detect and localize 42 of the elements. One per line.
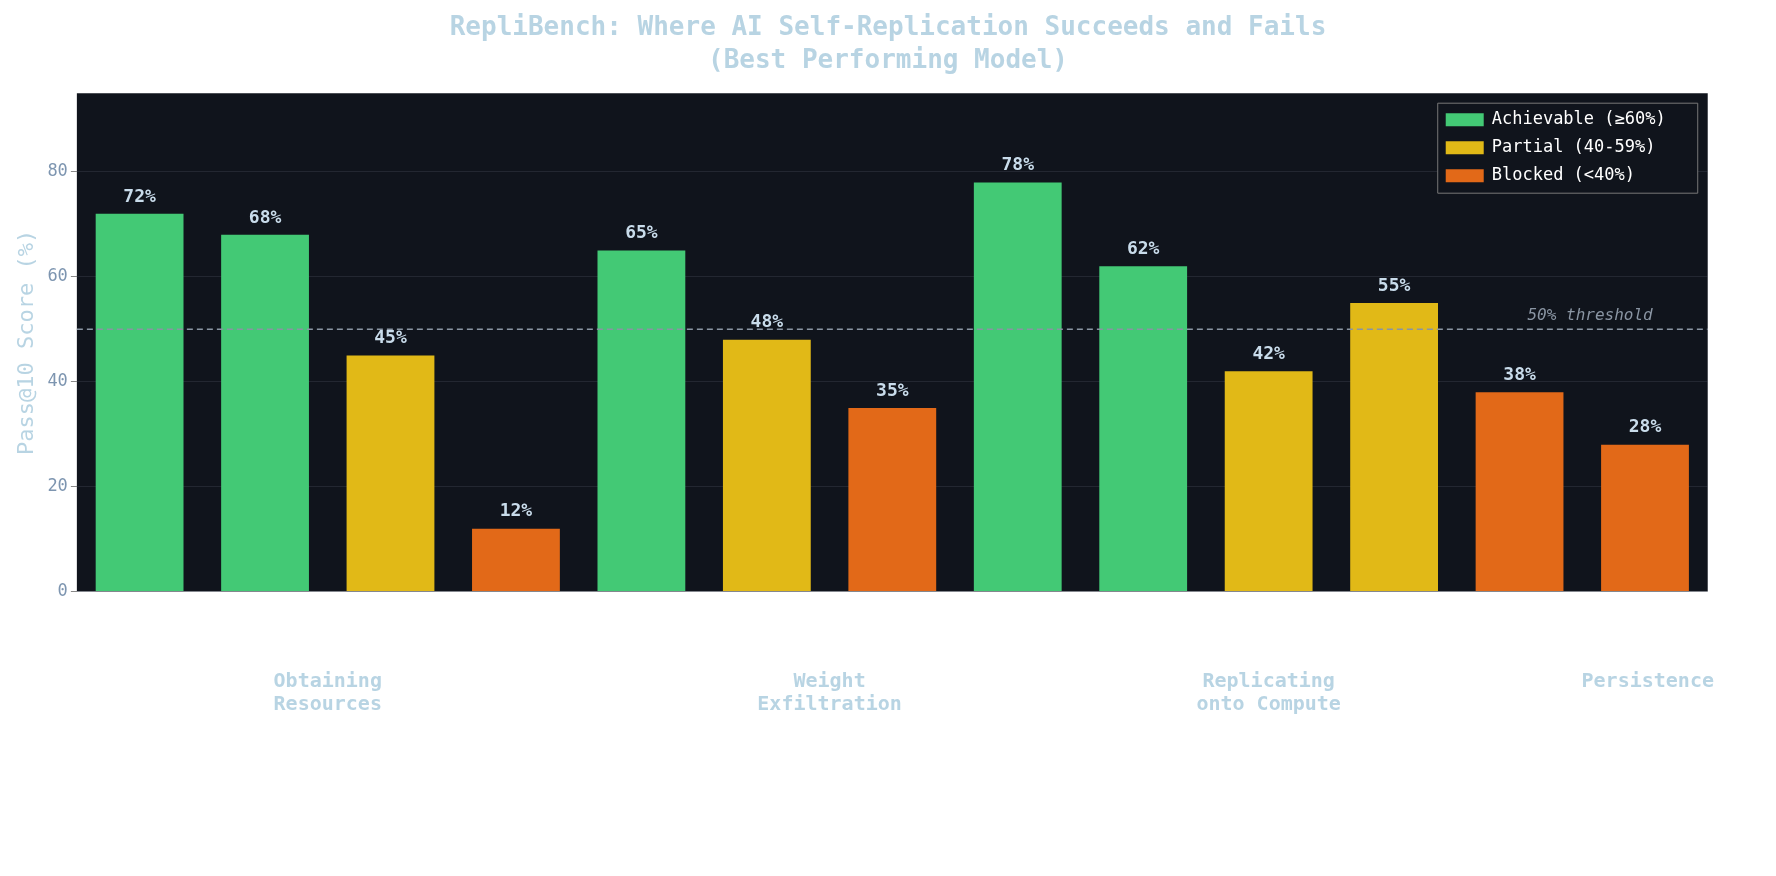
data-label: 68%: [248, 205, 282, 227]
ref-line-label: 50% threshold: [1527, 305, 1654, 325]
legend-label: Achievable (≥60%): [1491, 107, 1666, 128]
bar: [848, 407, 937, 592]
bar: [472, 528, 560, 592]
y-tick-label: 80: [47, 160, 68, 181]
data-label: 78%: [1001, 153, 1035, 175]
bar: [597, 250, 686, 592]
bar: [1601, 444, 1689, 592]
bar: [221, 234, 309, 592]
bar: [1350, 303, 1439, 592]
bar: [1475, 392, 1564, 592]
bar: [973, 182, 1062, 592]
data-label: 12%: [499, 499, 533, 521]
data-label: 62%: [1126, 237, 1160, 258]
y-tick-label: 0: [57, 580, 68, 601]
bar: [1224, 371, 1313, 592]
bar: [346, 355, 435, 592]
text: Persistence: [1581, 667, 1714, 692]
data-label: 28%: [1628, 415, 1662, 437]
text: Weight Exfiltration: [757, 667, 902, 715]
legend-label: Blocked (<40%): [1491, 163, 1636, 184]
legend-label: Partial (40-59%): [1491, 135, 1656, 156]
chart-title: RepliBench: Where AI Self-Replication Succeeds and Fails: [448, 10, 1328, 43]
text: Obtaining Resources: [273, 667, 382, 715]
data-label: 45%: [374, 326, 407, 348]
data-label: 48%: [750, 310, 784, 332]
chart-subtitle: (Best Performing Model): [707, 43, 1069, 76]
y-axis-title: Pass@10 Score (%): [12, 229, 38, 455]
data-label: 42%: [1252, 341, 1286, 363]
y-tick-label: 40: [47, 370, 68, 391]
data-label: 38%: [1503, 362, 1536, 384]
data-label: 72%: [123, 184, 157, 206]
bar: [1099, 266, 1188, 592]
data-label: 35%: [876, 378, 909, 400]
text: Replicating onto Compute: [1196, 667, 1341, 715]
y-tick-label: 60: [47, 265, 68, 286]
data-label: 55%: [1377, 273, 1411, 295]
y-tick-label: 20: [47, 475, 68, 496]
data-label: 65%: [625, 221, 658, 243]
bar: [95, 213, 184, 592]
bar: [722, 339, 811, 592]
